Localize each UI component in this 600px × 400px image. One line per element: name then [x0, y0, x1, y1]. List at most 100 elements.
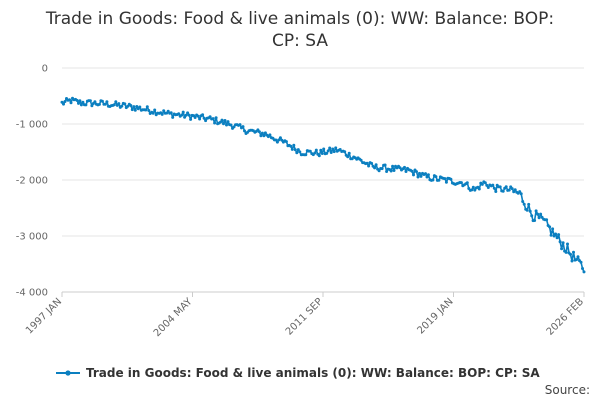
- data-point: [171, 115, 175, 119]
- data-point: [507, 188, 511, 192]
- data-point: [575, 258, 578, 262]
- data-point: [78, 99, 82, 103]
- data-point: [521, 200, 525, 203]
- data-point: [486, 186, 490, 189]
- data-point: [88, 99, 92, 103]
- data-point: [485, 183, 489, 187]
- data-point: [304, 153, 308, 157]
- data-point: [289, 144, 293, 148]
- data-point: [334, 146, 338, 150]
- data-point: [62, 102, 65, 106]
- data-point: [549, 233, 553, 237]
- data-point: [319, 148, 323, 152]
- data-point: [536, 212, 540, 216]
- x-tick-label: 2026 FEB: [545, 296, 587, 338]
- y-tick-label: -1 000: [16, 120, 48, 131]
- data-point: [329, 151, 333, 154]
- data-point: [471, 185, 475, 189]
- legend[interactable]: Trade in Goods: Food & live animals (0):…: [56, 366, 540, 380]
- data-point: [477, 187, 481, 191]
- data-point: [275, 140, 279, 144]
- data-point: [519, 192, 523, 196]
- chart-title-line-2: CP: SA: [272, 31, 328, 51]
- data-point: [145, 105, 149, 109]
- data-point: [560, 247, 564, 251]
- data-point: [380, 167, 384, 171]
- data-point: [222, 122, 225, 126]
- data-point: [162, 109, 166, 113]
- data-point: [268, 133, 272, 137]
- data-point: [325, 151, 329, 155]
- data-point: [392, 169, 396, 172]
- data-point: [133, 108, 137, 112]
- data-point: [572, 250, 575, 254]
- data-point: [581, 267, 584, 270]
- y-axis-tick-labels: 0 -1 000 -2 000 -3 000 -4 000: [16, 64, 48, 299]
- data-point: [257, 130, 261, 134]
- data-point: [181, 110, 185, 114]
- data-point: [527, 202, 531, 206]
- data-point: [81, 100, 85, 104]
- data-point: [220, 118, 224, 122]
- data-point: [418, 171, 421, 175]
- data-point: [313, 151, 317, 155]
- data-point: [201, 113, 205, 117]
- data-point: [147, 109, 151, 112]
- data-point: [241, 125, 245, 129]
- data-point: [284, 140, 288, 144]
- data-point: [501, 189, 505, 193]
- data-point: [320, 152, 324, 155]
- data-point: [370, 161, 374, 165]
- data-point: [534, 209, 538, 213]
- data-point: [449, 177, 453, 181]
- data-point: [262, 134, 266, 138]
- data-point: [130, 108, 134, 112]
- data-point: [123, 102, 127, 106]
- data-point: [566, 242, 569, 246]
- data-point: [443, 177, 447, 181]
- data-point: [208, 115, 212, 119]
- data-point: [498, 185, 502, 189]
- data-point: [377, 169, 381, 173]
- x-axis-tick-labels: 1997 JAN 2004 MAY 2011 SEP 2019 JAN 2026 FEB: [24, 292, 586, 339]
- data-point: [314, 148, 318, 152]
- data-point: [274, 138, 278, 142]
- data-point: [530, 214, 534, 218]
- source-label: Source:: [545, 383, 590, 397]
- data-point: [576, 255, 580, 259]
- data-point: [389, 169, 393, 173]
- data-point: [434, 175, 438, 179]
- data-point: [410, 169, 414, 173]
- data-point: [184, 113, 188, 117]
- series-group: [60, 96, 586, 274]
- data-point: [243, 129, 246, 133]
- data-point: [525, 208, 529, 212]
- data-point: [135, 105, 139, 108]
- data-point: [504, 185, 508, 189]
- data-point: [437, 178, 441, 182]
- data-point: [582, 270, 586, 274]
- data-point: [551, 227, 555, 231]
- data-point: [153, 108, 157, 112]
- data-point: [359, 158, 363, 162]
- data-point: [426, 173, 430, 177]
- data-point: [198, 117, 202, 121]
- data-point: [513, 188, 517, 192]
- data-point: [322, 147, 326, 151]
- data-point: [196, 114, 200, 118]
- data-point: [492, 186, 496, 190]
- data-point: [69, 101, 73, 105]
- data-point: [528, 209, 532, 213]
- data-point: [347, 151, 351, 155]
- data-point: [211, 117, 215, 121]
- data-point: [277, 138, 281, 142]
- data-point: [97, 102, 101, 106]
- data-point: [204, 119, 208, 123]
- data-point: [132, 105, 136, 109]
- data-point: [223, 119, 227, 122]
- data-point: [518, 190, 522, 194]
- data-point: [480, 182, 484, 186]
- data-point: [180, 113, 184, 117]
- x-tick-label: 1997 JAN: [24, 296, 64, 336]
